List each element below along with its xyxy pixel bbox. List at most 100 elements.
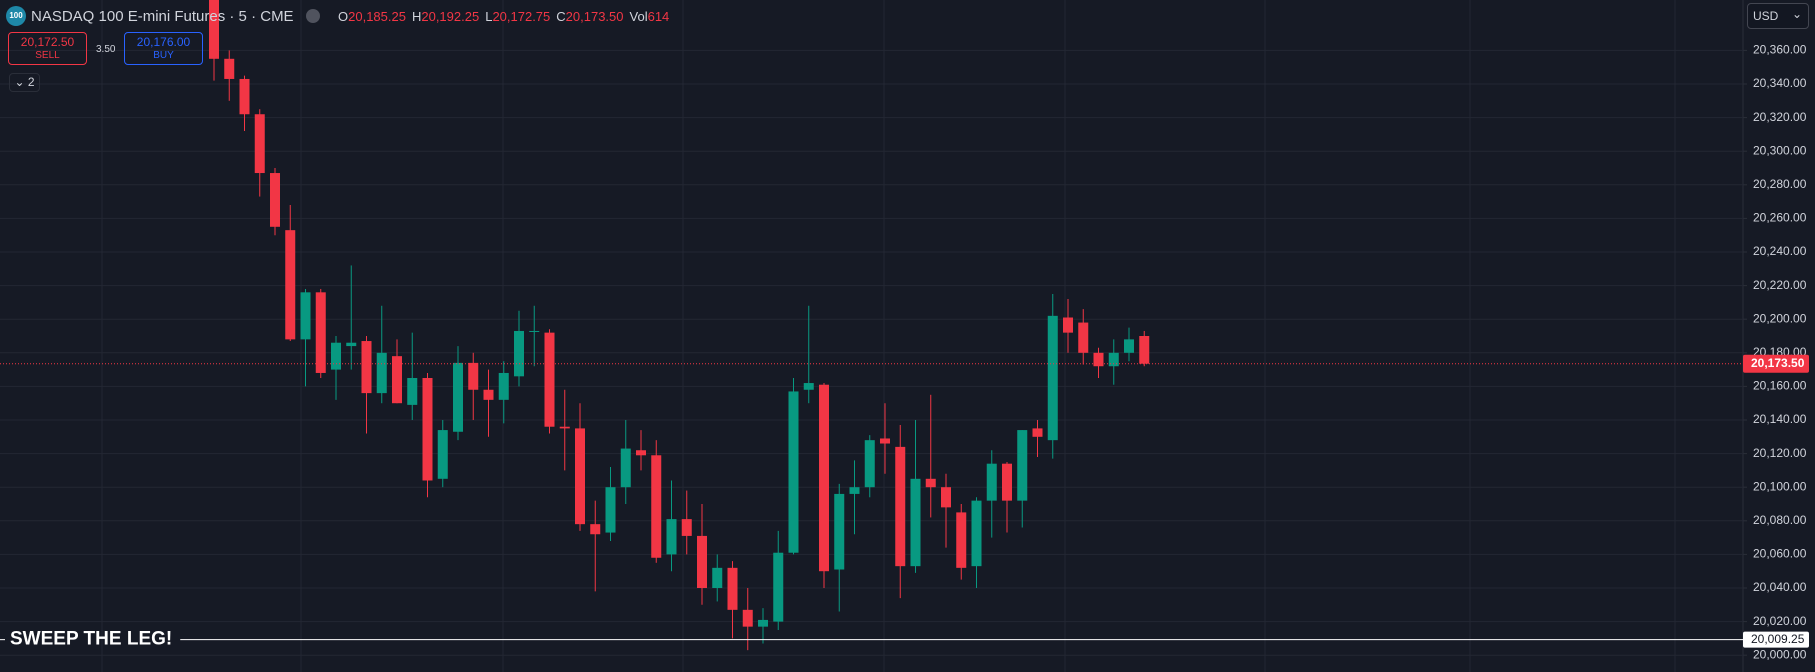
legend-key: O — [338, 9, 349, 24]
candle-body — [559, 426, 570, 429]
candle-body — [1002, 463, 1012, 501]
hline-label: 20,009.25 — [1751, 632, 1805, 646]
y-tick-label: 20,220.00 — [1753, 278, 1807, 292]
currency-select[interactable]: USD ⌄ — [1747, 3, 1809, 29]
legend-key: C — [556, 9, 566, 24]
candle-body — [270, 173, 280, 227]
y-tick-label: 20,280.00 — [1753, 177, 1807, 191]
logo: 100 — [6, 6, 26, 26]
y-tick-label: 20,240.00 — [1753, 244, 1807, 258]
indicator-count: 2 — [27, 75, 35, 89]
candle-body — [1078, 322, 1089, 353]
candle-body — [529, 330, 540, 332]
buy-button[interactable]: 20,176.00 BUY — [124, 32, 203, 65]
candle-body — [1017, 430, 1028, 501]
currency: USD — [1753, 9, 1779, 23]
ohlc-legend: O20,185.25 H20,192.25 L20,172.75 C20,173.50… — [338, 9, 675, 24]
candle-body — [620, 448, 631, 488]
y-tick-label: 20,200.00 — [1753, 311, 1807, 325]
candle-body — [346, 342, 357, 347]
y-tick-label: 20,060.00 — [1753, 547, 1807, 561]
candle-body — [590, 524, 601, 535]
legend-key: H — [411, 9, 422, 24]
candle-body — [453, 362, 463, 432]
candle-body — [758, 619, 768, 627]
legend-key: Vol — [629, 9, 648, 24]
candle-body — [468, 362, 479, 390]
symbol-title[interactable]: NASDAQ 100 E-mini Futures · 5 · CME — [31, 8, 294, 25]
legend-key: L — [485, 9, 493, 24]
y-tick-label: 20,020.00 — [1753, 614, 1807, 628]
candle-body — [224, 58, 235, 79]
candle-body — [712, 567, 723, 588]
y-tick-label: 20,100.00 — [1753, 479, 1807, 493]
candle-body — [1108, 352, 1119, 367]
legend-value: 20,192.25 — [421, 9, 480, 24]
hide-button[interactable] — [306, 9, 320, 23]
candle-body — [392, 356, 402, 404]
y-tick-label: 20,160.00 — [1753, 379, 1807, 393]
candle-body — [575, 428, 585, 525]
candle-body — [1063, 317, 1073, 333]
candle-body — [971, 500, 982, 567]
candle-body — [819, 384, 829, 572]
candle-body — [986, 463, 997, 501]
candle-body — [1124, 339, 1134, 353]
last-price-box — [1743, 354, 1809, 373]
y-tick-label: 20,080.00 — [1753, 513, 1807, 527]
y-tick-label: 20,000.00 — [1753, 647, 1807, 661]
candle-body — [697, 535, 707, 588]
candle-body — [331, 342, 341, 370]
sell-button[interactable]: 20,172.50 SELL — [8, 32, 87, 65]
indicators-toggle[interactable]: ⌄ 2 — [9, 73, 40, 92]
candle-body — [849, 487, 860, 494]
candle-body — [437, 430, 448, 479]
candle-body — [483, 389, 494, 400]
last-price-label: 20,173.50 — [1751, 356, 1805, 370]
candle-body — [315, 292, 326, 373]
candle-body — [956, 512, 967, 568]
y-tick-label: 20,260.00 — [1753, 211, 1807, 225]
candle-body — [880, 438, 890, 444]
candle-body — [788, 391, 799, 553]
candle-body — [681, 519, 692, 536]
candle-body — [361, 341, 372, 394]
hline-text: SWEEP THE LEG! — [10, 629, 172, 650]
buy-label: BUY — [153, 50, 174, 61]
candle-body — [742, 609, 753, 627]
candle-body — [254, 114, 265, 174]
candle-body — [239, 78, 250, 115]
candle-body — [651, 455, 662, 558]
y-tick-label: 20,140.00 — [1753, 412, 1807, 426]
candle-body — [834, 493, 845, 570]
sell-label: SELL — [35, 50, 60, 61]
candle-body — [636, 450, 646, 456]
spread: 3.50 — [96, 44, 116, 55]
candle-body — [605, 487, 616, 533]
legend-value: 20,172.75 — [492, 9, 551, 24]
legend-value: 20,173.50 — [565, 9, 624, 24]
candle-body — [544, 332, 555, 427]
legend-value: 20,185.25 — [348, 9, 406, 24]
candle-body — [864, 440, 875, 488]
sell-price: 20,172.50 — [20, 35, 75, 49]
candle-body — [407, 378, 418, 405]
buy-price: 20,176.00 — [136, 35, 191, 49]
candle-body — [1139, 336, 1150, 364]
candle-body — [514, 330, 524, 377]
candle-body — [209, 0, 219, 59]
time-grid — [101, 0, 1676, 672]
candle-body — [803, 383, 814, 390]
candle-body — [1093, 352, 1104, 367]
y-tick-label: 20,340.00 — [1753, 76, 1807, 90]
candle-body — [773, 552, 784, 622]
y-tick-label: 20,300.00 — [1753, 143, 1807, 157]
candle-body — [941, 487, 951, 508]
candle-body — [727, 567, 738, 610]
candle-body — [895, 446, 906, 567]
y-tick-label: 20,120.00 — [1753, 446, 1807, 460]
hline-box — [1743, 631, 1809, 648]
candle-body — [422, 378, 433, 481]
